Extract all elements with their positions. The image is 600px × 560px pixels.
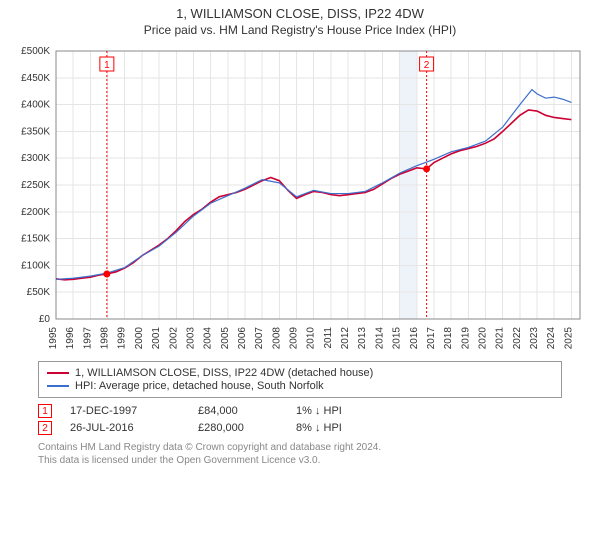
- svg-text:£350K: £350K: [21, 126, 50, 137]
- svg-text:£100K: £100K: [21, 260, 50, 271]
- attribution-footer: Contains HM Land Registry data © Crown c…: [38, 441, 562, 467]
- svg-text:2004: 2004: [203, 327, 214, 350]
- svg-text:2: 2: [424, 60, 430, 71]
- legend-label: 1, WILLIAMSON CLOSE, DISS, IP22 4DW (det…: [75, 367, 373, 379]
- svg-text:1999: 1999: [117, 327, 128, 350]
- svg-text:2010: 2010: [306, 327, 317, 350]
- svg-text:£450K: £450K: [21, 73, 50, 84]
- svg-text:2014: 2014: [374, 327, 385, 350]
- svg-text:1: 1: [104, 60, 110, 71]
- svg-text:£50K: £50K: [27, 287, 51, 298]
- svg-text:2011: 2011: [323, 327, 334, 349]
- svg-text:2018: 2018: [443, 327, 454, 350]
- svg-text:2008: 2008: [271, 327, 282, 350]
- svg-text:2019: 2019: [460, 327, 471, 350]
- transaction-date: 17-DEC-1997: [70, 405, 180, 417]
- svg-text:2024: 2024: [546, 327, 557, 350]
- svg-text:1996: 1996: [65, 327, 76, 350]
- svg-text:2025: 2025: [563, 327, 574, 350]
- footer-line-2: This data is licensed under the Open Gov…: [38, 454, 562, 467]
- svg-text:£150K: £150K: [21, 234, 50, 245]
- legend-label: HPI: Average price, detached house, Sout…: [75, 380, 324, 392]
- svg-text:2009: 2009: [289, 327, 300, 350]
- transaction-diff: 8% ↓ HPI: [296, 422, 342, 434]
- svg-text:1997: 1997: [82, 327, 93, 350]
- chart-subtitle: Price paid vs. HM Land Registry's House …: [0, 23, 600, 37]
- svg-text:2016: 2016: [409, 327, 420, 350]
- transaction-price: £280,000: [198, 422, 278, 434]
- svg-text:2005: 2005: [220, 327, 231, 350]
- svg-text:2007: 2007: [254, 327, 265, 350]
- svg-text:2017: 2017: [426, 327, 437, 350]
- chart-svg: £0 £50K £100K £150K £200K £250K £300K £350K £400…: [10, 45, 590, 355]
- svg-text:2003: 2003: [185, 327, 196, 350]
- chart-title: 1, WILLIAMSON CLOSE, DISS, IP22 4DW: [0, 6, 600, 21]
- transaction-marker-number: 1: [38, 404, 52, 418]
- transaction-price: £84,000: [198, 405, 278, 417]
- svg-text:2000: 2000: [134, 327, 145, 350]
- svg-text:2001: 2001: [151, 327, 162, 350]
- footer-line-1: Contains HM Land Registry data © Crown c…: [38, 441, 562, 454]
- transaction-diff: 1% ↓ HPI: [296, 405, 342, 417]
- svg-text:£300K: £300K: [21, 153, 50, 164]
- transaction-row: 1 17-DEC-1997 £84,000 1% ↓ HPI: [38, 404, 562, 418]
- svg-text:2006: 2006: [237, 327, 248, 350]
- chart-container: { "title": "1, WILLIAMSON CLOSE, DISS, I…: [0, 0, 600, 560]
- transaction-date: 26-JUL-2016: [70, 422, 180, 434]
- chart-plot: £0 £50K £100K £150K £200K £250K £300K £350K £400…: [10, 45, 590, 355]
- legend-row: HPI: Average price, detached house, Sout…: [47, 380, 553, 392]
- svg-text:1998: 1998: [100, 327, 111, 350]
- transaction-table: 1 17-DEC-1997 £84,000 1% ↓ HPI 2 26-JUL-2016 £…: [38, 404, 562, 435]
- svg-text:2012: 2012: [340, 327, 351, 350]
- svg-text:2022: 2022: [512, 327, 523, 350]
- svg-text:2015: 2015: [392, 327, 403, 350]
- svg-text:£500K: £500K: [21, 46, 50, 57]
- svg-text:2002: 2002: [168, 327, 179, 350]
- svg-text:£0: £0: [39, 314, 51, 325]
- legend-row: 1, WILLIAMSON CLOSE, DISS, IP22 4DW (det…: [47, 367, 553, 379]
- svg-text:1995: 1995: [48, 327, 59, 350]
- chart-titles: 1, WILLIAMSON CLOSE, DISS, IP22 4DW Pric…: [0, 0, 600, 37]
- transaction-marker-number: 2: [38, 421, 52, 435]
- legend-swatch: [47, 372, 69, 374]
- svg-text:2020: 2020: [478, 327, 489, 350]
- svg-text:2021: 2021: [495, 327, 506, 350]
- svg-text:£200K: £200K: [21, 207, 50, 218]
- svg-text:£400K: £400K: [21, 100, 50, 111]
- legend-swatch: [47, 385, 69, 387]
- svg-text:2013: 2013: [357, 327, 368, 350]
- transaction-row: 2 26-JUL-2016 £280,000 8% ↓ HPI: [38, 421, 562, 435]
- legend: 1, WILLIAMSON CLOSE, DISS, IP22 4DW (det…: [38, 361, 562, 398]
- svg-text:£250K: £250K: [21, 180, 50, 191]
- svg-text:2023: 2023: [529, 327, 540, 350]
